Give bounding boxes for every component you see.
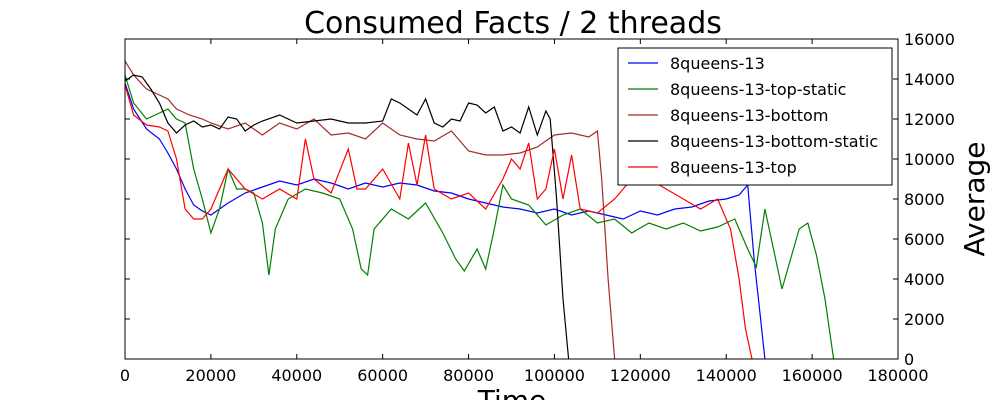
legend-label-2: 8queens-13-bottom (670, 106, 828, 125)
series-line-2 (124, 60, 616, 360)
legend-label-3: 8queens-13-bottom-static (670, 132, 878, 151)
y-tick-label: 0 (904, 350, 914, 369)
series-line-0 (124, 82, 766, 360)
series-line-1 (124, 74, 835, 360)
legend: 8queens-13 8queens-13-top-static 8queens-1… (617, 47, 893, 186)
y-axis-title: Average (958, 142, 991, 257)
series-line-3 (124, 74, 570, 360)
x-axis-title: Time (477, 384, 547, 400)
legend-box (617, 47, 893, 186)
series-layer (124, 60, 835, 360)
legend-label-1: 8queens-13-top-static (670, 80, 846, 99)
chart-title: Consumed Facts / 2 threads (304, 6, 722, 41)
y-tick-label: 14000 (904, 70, 955, 89)
y-tick-label: 6000 (904, 230, 945, 249)
x-tick-label: 60000 (357, 366, 408, 385)
x-tick-label: 40000 (271, 366, 322, 385)
x-tick-label: 160000 (782, 366, 843, 385)
x-tick-label: 180000 (867, 366, 928, 385)
x-tick-label: 140000 (696, 366, 757, 385)
y-tick-label: 12000 (904, 110, 955, 129)
x-tick-label: 100000 (524, 366, 585, 385)
x-tick-label: 80000 (443, 366, 494, 385)
x-tick-label: 20000 (185, 366, 236, 385)
y-tick-label: 16000 (904, 30, 955, 49)
ticks-layer: 0 20000 40000 60000 80000 100000 120000 140000 1… (120, 30, 955, 385)
y-tick-label: 2000 (904, 310, 945, 329)
legend-label-4: 8queens-13-top (670, 158, 797, 177)
y-tick-label: 8000 (904, 190, 945, 209)
x-tick-label: 120000 (610, 366, 671, 385)
y-tick-label: 4000 (904, 270, 945, 289)
y-tick-label: 10000 (904, 150, 955, 169)
x-tick-label: 0 (120, 366, 130, 385)
legend-label-0: 8queens-13 (670, 54, 765, 73)
